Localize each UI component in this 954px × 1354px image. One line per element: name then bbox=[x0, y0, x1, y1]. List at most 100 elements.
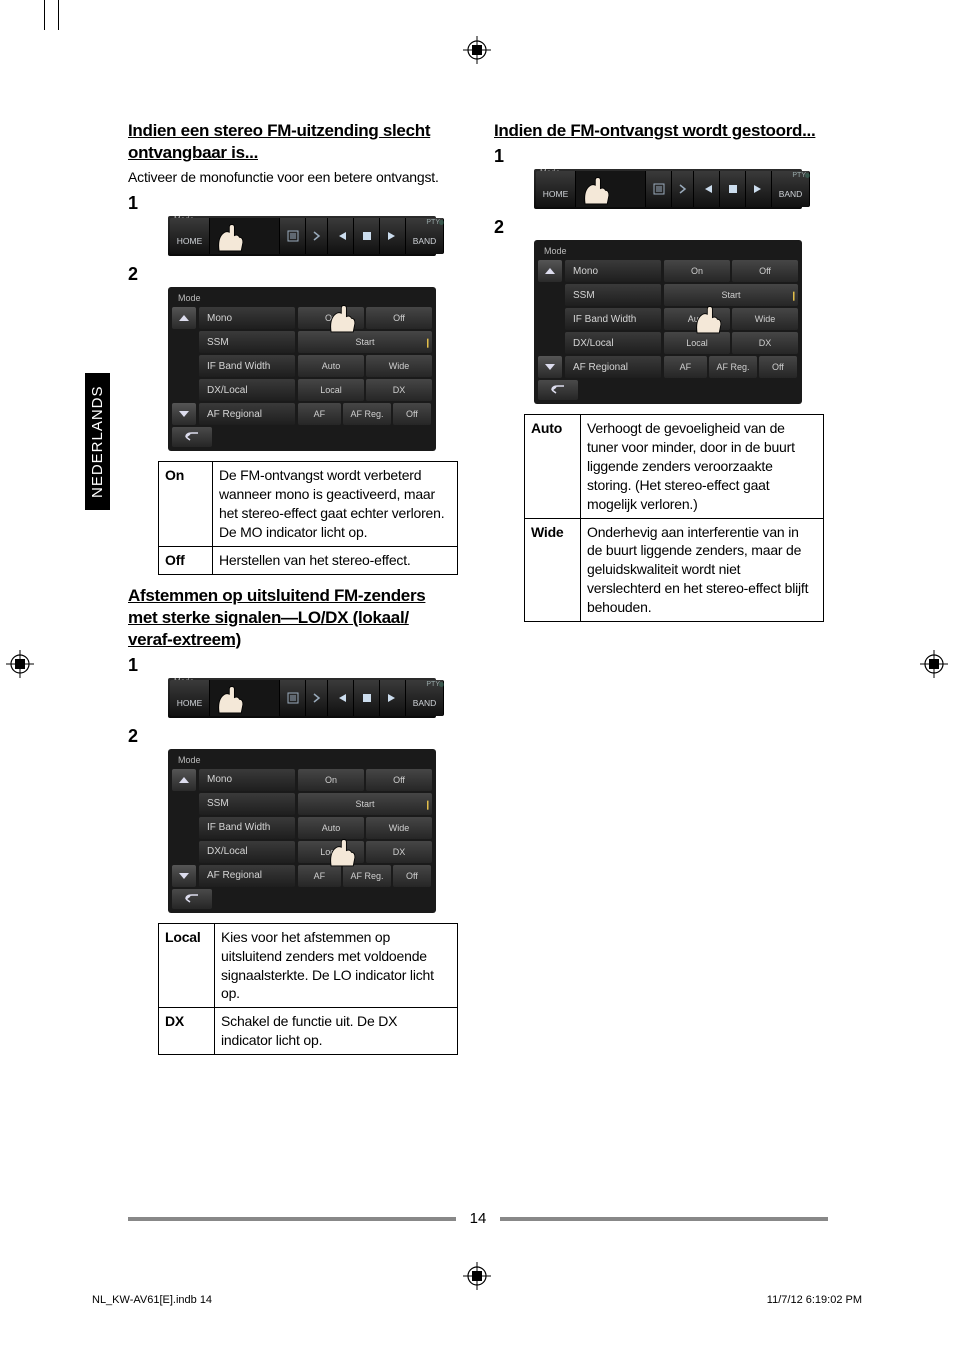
value-auto[interactable]: Auto bbox=[298, 355, 364, 377]
value-on[interactable]: On bbox=[298, 769, 364, 791]
value-local[interactable]: Local bbox=[664, 332, 730, 354]
prev-button[interactable] bbox=[694, 171, 720, 207]
band-button[interactable]: PTYBAND bbox=[772, 171, 810, 207]
list-button[interactable] bbox=[280, 680, 306, 716]
back-icon bbox=[550, 384, 566, 396]
step-number: 2 bbox=[128, 726, 462, 747]
value-auto[interactable]: Auto bbox=[664, 308, 730, 330]
value-dx[interactable]: DX bbox=[366, 379, 432, 401]
marker-icon: ❙ bbox=[424, 338, 429, 347]
stop-button[interactable] bbox=[354, 218, 380, 254]
prev-icon bbox=[334, 231, 348, 241]
band-button[interactable]: PTYBAND bbox=[406, 680, 444, 716]
menu-item-afregional[interactable]: AF Regional bbox=[565, 356, 661, 378]
list-icon bbox=[287, 230, 299, 242]
heading-line: met sterke signalen—LO/DX (lokaal/ bbox=[128, 608, 409, 627]
home-button[interactable]: HOME bbox=[536, 171, 576, 207]
chevron-button[interactable] bbox=[306, 680, 328, 716]
scroll-up-button[interactable] bbox=[172, 307, 196, 329]
next-button[interactable] bbox=[380, 680, 406, 716]
value-off[interactable]: Off bbox=[393, 865, 431, 887]
menu-item-dxlocal[interactable]: DX/Local bbox=[199, 841, 295, 863]
prev-button[interactable] bbox=[328, 218, 354, 254]
menu-item-mono[interactable]: Mono bbox=[199, 769, 295, 791]
chevron-button[interactable] bbox=[306, 218, 328, 254]
stop-button[interactable] bbox=[354, 680, 380, 716]
stop-icon bbox=[362, 231, 372, 241]
value-local[interactable]: Local bbox=[298, 841, 364, 863]
cell-value: Onderhevig aan interferentie van in de b… bbox=[581, 518, 824, 621]
prev-button[interactable] bbox=[328, 680, 354, 716]
menu-item-mono[interactable]: Mono bbox=[565, 260, 661, 282]
value-dx[interactable]: DX bbox=[366, 841, 432, 863]
triangle-up-icon bbox=[178, 776, 190, 784]
value-on[interactable]: On bbox=[298, 307, 364, 329]
list-button[interactable] bbox=[280, 218, 306, 254]
menu-item-ssm[interactable]: SSM bbox=[199, 331, 295, 353]
value-start[interactable]: Start❙ bbox=[664, 284, 798, 306]
value-wide[interactable]: Wide bbox=[366, 817, 432, 839]
radio-topbar: Mode HOME PTYBAND bbox=[534, 169, 802, 209]
menu-item-mono[interactable]: Mono bbox=[199, 307, 295, 329]
next-button[interactable] bbox=[380, 218, 406, 254]
step-number: 1 bbox=[128, 193, 462, 214]
next-button[interactable] bbox=[746, 171, 772, 207]
menu-item-afregional[interactable]: AF Regional bbox=[199, 403, 295, 425]
menu-item-ifbw[interactable]: IF Band Width bbox=[565, 308, 661, 330]
heading-line: veraf-extreem) bbox=[128, 630, 241, 649]
chevron-button[interactable] bbox=[672, 171, 694, 207]
triangle-up-icon bbox=[544, 267, 556, 275]
radio-topbar: Mode HOME PTYBAND bbox=[168, 678, 436, 718]
scroll-down-button[interactable] bbox=[172, 865, 196, 887]
mode-panel: Mode Mono On Off SSM Start❙ IF Band bbox=[168, 287, 436, 451]
menu-item-ssm[interactable]: SSM bbox=[565, 284, 661, 306]
value-af[interactable]: AF bbox=[298, 865, 341, 887]
value-off[interactable]: Off bbox=[759, 356, 797, 378]
menu-item-ifbw[interactable]: IF Band Width bbox=[199, 355, 295, 377]
table-row: Local Kies voor het afstemmen op uitslui… bbox=[159, 923, 458, 1008]
value-wide[interactable]: Wide bbox=[366, 355, 432, 377]
value-start[interactable]: Start❙ bbox=[298, 331, 432, 353]
value-afreg[interactable]: AF Reg. bbox=[709, 356, 757, 378]
menu-item-dxlocal[interactable]: DX/Local bbox=[199, 379, 295, 401]
table-row: Wide Onderhevig aan interferentie van in… bbox=[525, 518, 824, 621]
value-afreg[interactable]: AF Reg. bbox=[343, 403, 391, 425]
home-button[interactable]: HOME bbox=[170, 218, 210, 254]
menu-item-dxlocal[interactable]: DX/Local bbox=[565, 332, 661, 354]
back-button[interactable] bbox=[538, 380, 578, 400]
value-wide[interactable]: Wide bbox=[732, 308, 798, 330]
value-start[interactable]: Start❙ bbox=[298, 793, 432, 815]
menu-item-ssm[interactable]: SSM bbox=[199, 793, 295, 815]
back-button[interactable] bbox=[172, 427, 212, 447]
table-row: On De FM-ontvangst wordt verbeterd wanne… bbox=[159, 462, 458, 547]
list-button[interactable] bbox=[646, 171, 672, 207]
stop-button[interactable] bbox=[720, 171, 746, 207]
band-button[interactable]: PTYBAND bbox=[406, 218, 444, 254]
home-button[interactable]: HOME bbox=[170, 680, 210, 716]
value-af[interactable]: AF bbox=[664, 356, 707, 378]
value-local[interactable]: Local bbox=[298, 379, 364, 401]
footer-timestamp: 11/7/12 6:19:02 PM bbox=[767, 1294, 862, 1306]
scroll-up-button[interactable] bbox=[172, 769, 196, 791]
value-dx[interactable]: DX bbox=[732, 332, 798, 354]
value-on[interactable]: On bbox=[664, 260, 730, 282]
scroll-up-button[interactable] bbox=[538, 260, 562, 282]
value-off[interactable]: Off bbox=[366, 307, 432, 329]
menu-item-ifbw[interactable]: IF Band Width bbox=[199, 817, 295, 839]
value-off[interactable]: Off bbox=[366, 769, 432, 791]
value-off[interactable]: Off bbox=[732, 260, 798, 282]
menu-item-afregional[interactable]: AF Regional bbox=[199, 865, 295, 887]
value-af[interactable]: AF bbox=[298, 403, 341, 425]
panel-title: Mode bbox=[172, 291, 432, 307]
footer-filename: NL_KW-AV61[E].indb 14 bbox=[92, 1294, 212, 1306]
crop-corner bbox=[44, 0, 45, 30]
value-off[interactable]: Off bbox=[393, 403, 431, 425]
divider bbox=[128, 1217, 456, 1221]
value-afreg[interactable]: AF Reg. bbox=[343, 865, 391, 887]
scroll-down-button[interactable] bbox=[538, 356, 562, 378]
scroll-down-button[interactable] bbox=[172, 403, 196, 425]
registration-mark-top bbox=[463, 36, 491, 64]
back-button[interactable] bbox=[172, 889, 212, 909]
chevron-right-icon bbox=[313, 231, 321, 241]
value-auto[interactable]: Auto bbox=[298, 817, 364, 839]
